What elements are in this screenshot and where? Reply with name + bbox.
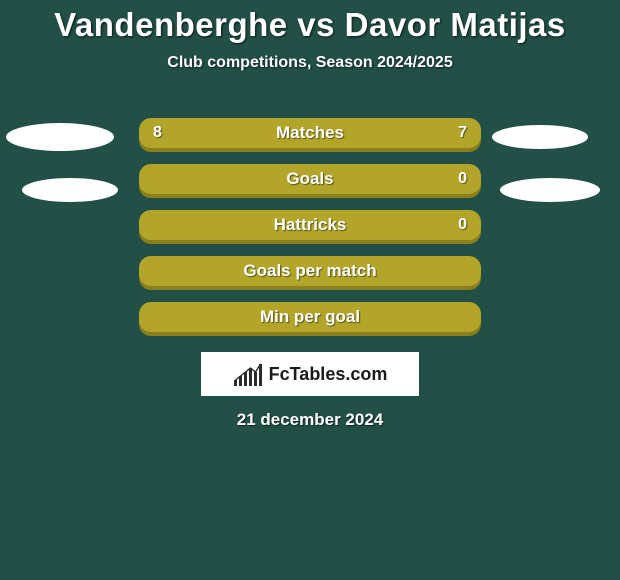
stat-row: Min per goal [0, 302, 620, 348]
side-ellipse [22, 178, 118, 202]
date-line: 21 december 2024 [0, 410, 620, 430]
side-ellipse [492, 125, 588, 149]
barchart-icon [233, 362, 263, 386]
bar-label: Min per goal [260, 302, 360, 332]
bar-label: Goals per match [243, 256, 376, 286]
side-ellipse [6, 123, 114, 151]
stats-rows: Matches 8 7 Goals 0 Hattricks 0 Goals per match… [0, 118, 620, 348]
side-ellipse [500, 178, 600, 202]
bar-value-right: 0 [458, 210, 467, 240]
bar-value-right: 0 [458, 164, 467, 194]
logo-text: FcTables.com [269, 364, 388, 385]
subtitle: Club competitions, Season 2024/2025 [0, 54, 620, 72]
stat-row: Goals per match [0, 256, 620, 302]
bar-label: Hattricks [274, 210, 347, 240]
bar-value-right: 7 [458, 118, 467, 148]
bar-label: Matches [276, 118, 344, 148]
stat-row: Hattricks 0 [0, 210, 620, 256]
logo-box: FcTables.com [201, 352, 419, 396]
bar-label: Goals [286, 164, 333, 194]
page-title: Vandenberghe vs Davor Matijas [0, 0, 620, 44]
bar-value-left: 8 [153, 118, 162, 148]
